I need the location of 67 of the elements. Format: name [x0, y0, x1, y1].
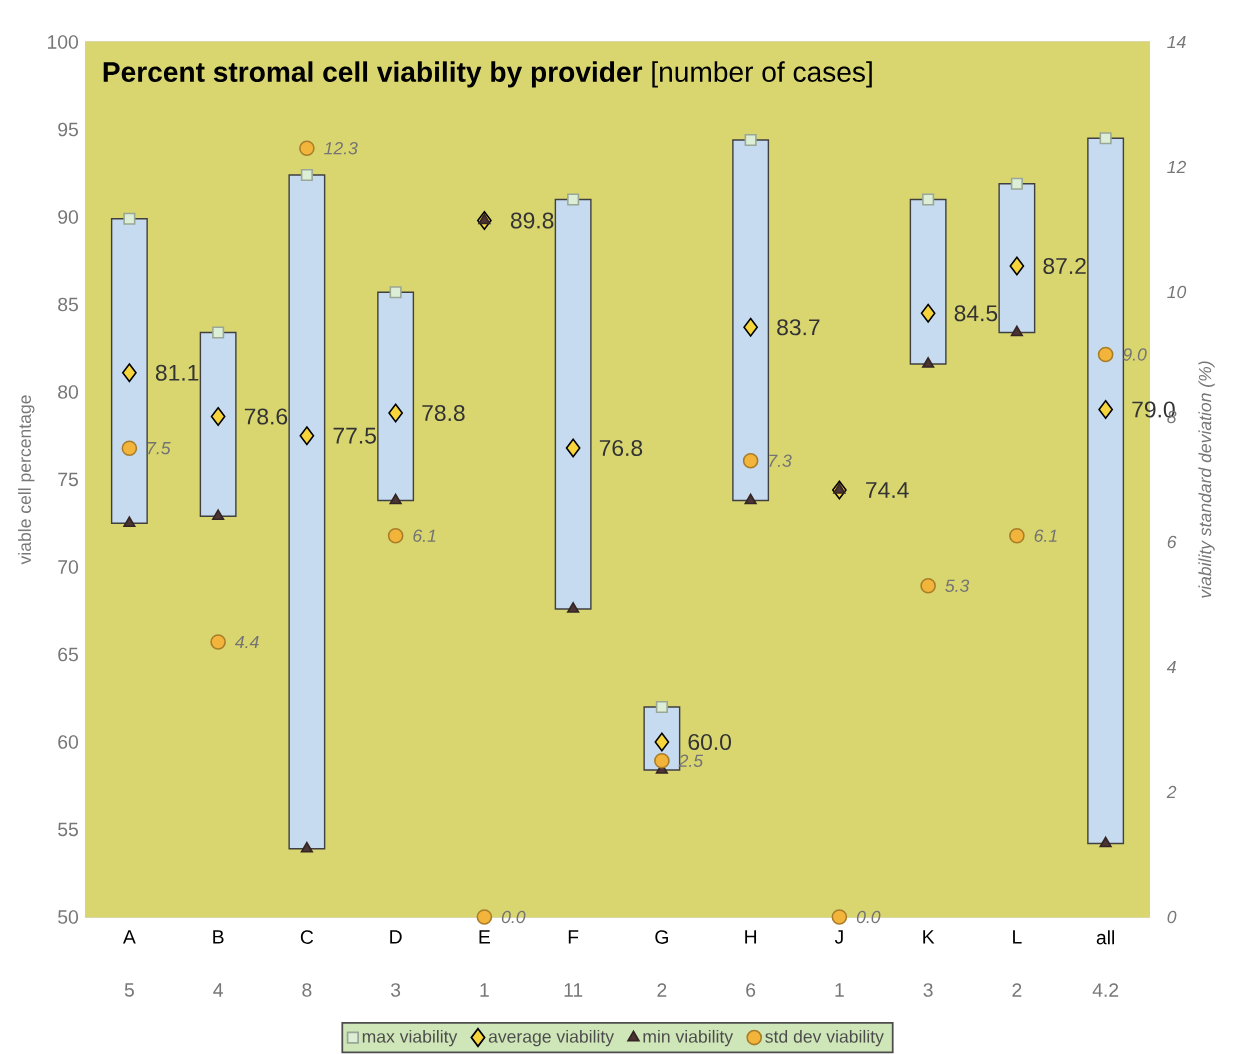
data-label: 77.5	[333, 427, 376, 444]
y-tick-label: 55	[58, 822, 78, 837]
text: 3	[391, 983, 401, 997]
x-tick-label: D	[390, 930, 402, 944]
text: 11	[564, 983, 583, 997]
y-tick-label: 100	[48, 35, 79, 49]
x-tick-label: C	[300, 930, 314, 944]
y-tick-label: 90	[58, 210, 79, 224]
legend-label: min viability	[643, 1029, 734, 1047]
x-tick-label: F	[568, 930, 579, 944]
legend-label: average viability	[488, 1029, 615, 1047]
text: 2	[1012, 983, 1022, 997]
data-label: 84.5	[954, 305, 998, 322]
y2-tick-label: 6	[1167, 535, 1177, 549]
text: 6	[746, 983, 756, 997]
text: 3	[923, 983, 933, 997]
y2-tick-label: 14	[1167, 35, 1186, 49]
data-label: 12.3	[324, 142, 358, 155]
text: 1	[480, 983, 489, 997]
x-tick-label: K	[923, 930, 935, 944]
y-tick-label: 80	[58, 385, 79, 399]
legend-label: std dev viability	[765, 1029, 884, 1047]
x-tick-label: all	[1096, 930, 1115, 945]
data-label: 89.8	[510, 212, 554, 229]
y-tick-label: 60	[58, 735, 79, 749]
data-label: 7.3	[769, 454, 792, 467]
data-label: 6.1	[413, 529, 436, 542]
y2-tick-label: 2	[1166, 785, 1177, 799]
legend-label: max viability	[362, 1029, 458, 1047]
y-tick-label: 75	[58, 472, 78, 487]
data-label: 76.8	[599, 439, 643, 457]
y-tick-label: 65	[58, 647, 78, 662]
y2-tick-label: 4	[1166, 660, 1176, 674]
y-tick-label: 85	[58, 297, 78, 312]
data-label: 74.4	[866, 482, 909, 498]
text: 5	[124, 983, 134, 997]
y-tick-label: 95	[58, 122, 78, 137]
text: 1	[835, 983, 844, 997]
x-tick-label: G	[655, 930, 668, 944]
text: 2	[657, 983, 667, 997]
x-tick-label: J	[834, 930, 843, 944]
x-tick-label: L	[1013, 930, 1022, 944]
y2-tick-label: 12	[1167, 160, 1187, 174]
data-label: 78.8	[422, 404, 465, 422]
data-label: 78.6	[244, 408, 288, 425]
data-label: 6.1	[1034, 529, 1057, 542]
y2-tick-label: 10	[1167, 285, 1187, 299]
data-label: 81.1	[155, 364, 199, 381]
y2-tick-label: 0	[1167, 910, 1177, 924]
data-label: 7.5	[147, 442, 171, 455]
data-label: 87.2	[1043, 257, 1086, 275]
x-tick-label: A	[122, 930, 136, 944]
text: Percent stromal cell viability by provider [number of cases]	[103, 61, 872, 88]
x-tick-label: H	[745, 930, 757, 944]
x-tick-label: E	[479, 930, 490, 944]
y-axis-title: viable cell percentage	[18, 395, 35, 565]
x-tick-label: B	[213, 930, 224, 944]
data-label: 4.4	[235, 635, 259, 649]
y2-axis-title: viability standard deviation (%)	[1198, 361, 1215, 598]
text: 4.2	[1092, 983, 1119, 997]
y-tick-label: 50	[58, 910, 79, 924]
text: 8	[302, 983, 312, 997]
data-label: 83.7	[777, 319, 820, 336]
text: 4	[213, 983, 223, 997]
y-tick-label: 70	[58, 560, 79, 574]
data-label: 5.3	[945, 579, 970, 592]
data-label: 60.0	[688, 733, 731, 751]
